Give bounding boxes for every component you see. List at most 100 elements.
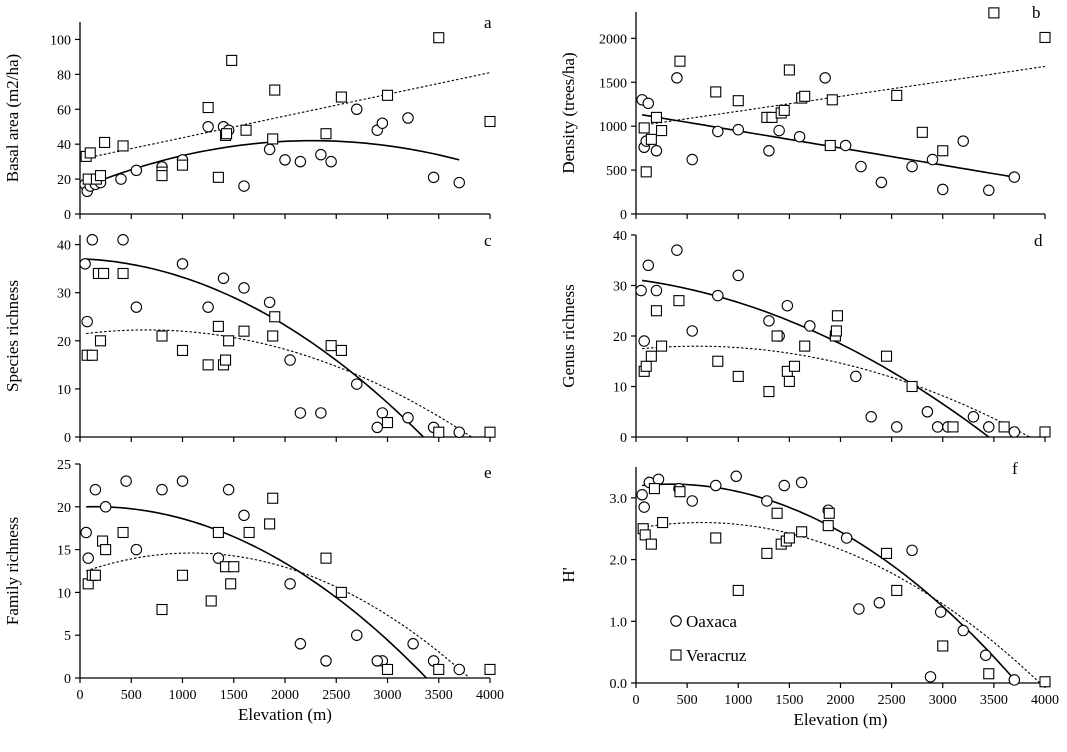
point-veracruz [783,375,795,388]
point-oaxaca [839,139,852,152]
point-oaxaca [931,421,944,433]
x-tick-label: 1000 [169,688,197,703]
point-oaxaca [763,145,775,157]
point-oaxaca [315,148,327,161]
y-tick-label: 0.0 [610,677,628,692]
point-oaxaca [82,552,94,564]
point-oaxaca [763,315,775,327]
y-tick-label: 5 [64,629,71,644]
y-tick-label: 1000 [599,120,627,135]
point-oaxaca [263,143,276,156]
point-oaxaca [967,411,980,423]
point-veracruz [650,305,663,317]
point-oaxaca [350,629,363,641]
fit-line-veracruz [642,65,1046,126]
point-veracruz [947,421,959,433]
point-veracruz [638,122,650,134]
point-oaxaca [732,269,744,282]
point-oaxaca [686,153,698,166]
point-oaxaca [453,663,465,676]
point-veracruz [99,136,111,148]
fit-line-oaxaca [86,505,427,679]
point-oaxaca [320,655,332,667]
legend-label-oaxaca: Oaxaca [686,612,737,631]
point-oaxaca [804,320,816,332]
point-veracruz [656,125,668,137]
fit-line-veracruz [642,521,1041,684]
y-tick-label: 25 [57,458,71,473]
point-veracruz [639,529,651,541]
y-tick-label: 40 [57,138,71,153]
point-veracruz [831,310,843,322]
point-veracruz [89,569,101,581]
point-oaxaca [1008,171,1021,183]
point-oaxaca [642,97,655,110]
y-tick-label: 1500 [599,76,627,91]
x-tick-label: 2500 [322,688,350,703]
legend: Oaxaca Veracruz [670,612,747,665]
fit-line-veracruz [642,345,1030,438]
point-veracruz [117,267,129,280]
x-tick-label: 1000 [724,693,752,708]
point-veracruz [433,426,445,438]
point-oaxaca [81,315,93,328]
point-veracruz [710,86,722,98]
point-veracruz [94,335,107,347]
point-veracruz [84,147,96,159]
point-oaxaca [402,112,414,124]
y-tick-label: 0 [64,431,71,446]
point-oaxaca [453,426,465,438]
point-oaxaca [840,532,853,544]
point-veracruz [891,584,903,596]
point-veracruz [783,532,795,544]
x-axis-label: Elevation (m) [238,705,332,724]
point-oaxaca [79,258,91,270]
y-tick-label: 20 [57,335,71,350]
point-oaxaca [819,72,831,84]
point-veracruz [783,64,795,76]
point-oaxaca [130,543,143,556]
y-tick-label: 0 [64,208,71,223]
legend-label-veracruz: Veracruz [686,646,747,665]
point-veracruz [998,421,1010,433]
point-oaxaca [202,120,214,133]
x-tick-label: 2000 [271,688,299,703]
point-veracruz [799,90,811,102]
y-tick-label: 2.0 [610,554,628,569]
y-tick-label: 0 [620,431,627,446]
panel-f: 0.0 1.0 2.0 3.0 0 500 1000 1500 2000 2500 3000 3500… [559,459,1059,729]
point-veracruz [335,91,347,103]
y-axis-label: H' [559,567,578,582]
panel-label: e [484,463,492,482]
point-oaxaca [350,103,363,116]
point-veracruz [771,330,783,342]
point-veracruz [645,133,657,145]
point-veracruz [267,492,279,504]
point-oaxaca [924,671,937,683]
point-oaxaca [652,473,665,486]
point-veracruz [117,526,129,539]
point-veracruz [223,335,235,347]
point-oaxaca [427,171,440,184]
point-veracruz [269,84,281,96]
point-oaxaca [99,501,112,513]
point-veracruz [826,94,838,106]
point-veracruz [778,104,790,116]
point-veracruz [732,95,744,107]
x-tick-label: 3500 [980,693,1008,708]
x-tick-label: 2000 [827,693,855,708]
point-oaxaca [376,117,389,129]
point-oaxaca [325,155,337,168]
point-veracruz [264,518,276,530]
point-veracruz [202,101,214,114]
point-veracruz [225,578,237,590]
fit-line-veracruz [86,552,470,679]
fit-line-veracruz [86,329,472,438]
panel-e: 0 5 10 15 20 25 0 500 1000 1500 2000 2500 3000 3500 40… [3,458,504,724]
point-oaxaca [238,509,250,522]
point-veracruz [484,115,496,128]
point-oaxaca [284,578,296,590]
panel-label: c [484,231,492,250]
y-tick-label: 1.0 [610,615,628,630]
